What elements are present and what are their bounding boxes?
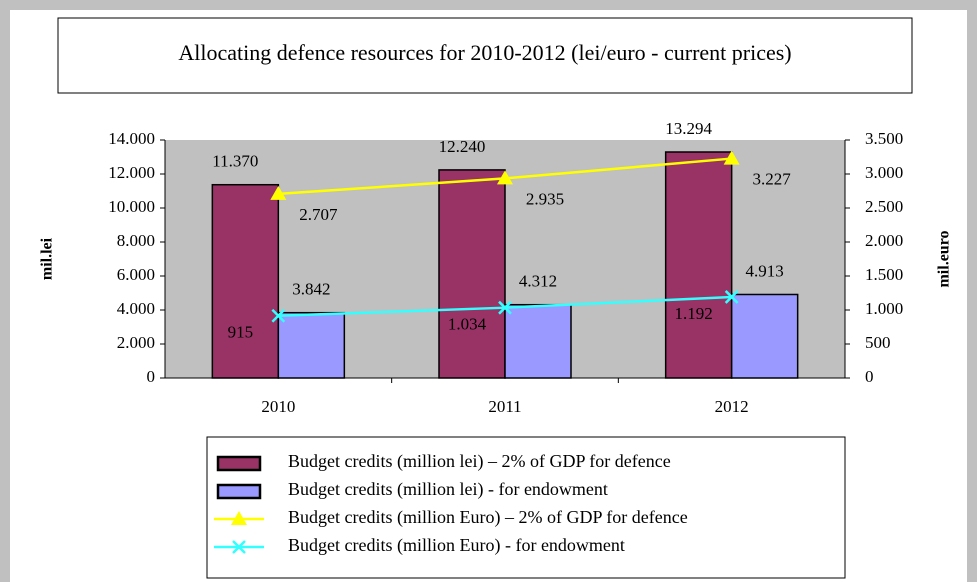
line-marker: [231, 511, 247, 525]
title-box: [57, 17, 913, 94]
line-value-label: 2.935: [526, 189, 564, 208]
bar: [664, 151, 733, 379]
x-tick-label: 2010: [261, 397, 295, 416]
x-tick-label: 2012: [715, 397, 749, 416]
y2-tick-label: 1.000: [865, 299, 903, 318]
y2-tick-label: 2.000: [865, 231, 903, 250]
y-tick-label: 0: [147, 367, 156, 386]
y-tick-label: 10.000: [108, 197, 155, 216]
line-marker: [270, 185, 287, 200]
bar: [211, 183, 280, 379]
bar: [438, 169, 506, 379]
bar-value-label: 4.312: [519, 272, 557, 291]
legend-box: [206, 436, 846, 579]
line-value-label: 1.034: [448, 315, 487, 334]
bar: [730, 293, 799, 379]
line-marker: [723, 150, 740, 165]
bar: [277, 311, 346, 379]
line-value-label: 3.227: [753, 169, 792, 188]
y2-tick-label: 500: [865, 333, 891, 352]
y2-tick-label: 3.000: [865, 163, 903, 182]
line-marker: [724, 290, 739, 304]
legend-label: Budget credits (million lei) - for endow…: [288, 479, 608, 500]
y-tick-label: 4.000: [117, 299, 155, 318]
bar: [504, 303, 572, 379]
legend-label: Budget credits (million Euro) – 2% of GD…: [288, 507, 688, 528]
y-tick-label: 8.000: [117, 231, 155, 250]
y2-tick-label: 2.500: [865, 197, 903, 216]
bar-value-label: 11.370: [212, 152, 258, 171]
legend-label: Budget credits (million Euro) - for endo…: [288, 535, 625, 556]
line-value-label: 915: [228, 323, 254, 342]
bar-value-label: 12.240: [439, 137, 486, 156]
bar-value-label: 3.842: [292, 280, 330, 299]
y-tick-label: 2.000: [117, 333, 155, 352]
legend-swatch: [216, 483, 262, 500]
line-marker: [497, 170, 513, 185]
y2-tick-label: 0: [865, 367, 874, 386]
y2-tick-label: 3.500: [865, 129, 903, 148]
line-value-label: 1.192: [675, 304, 713, 323]
legend-swatch: [216, 455, 262, 472]
bar-value-label: 4.913: [746, 261, 784, 280]
legend-label: Budget credits (million lei) – 2% of GDP…: [288, 451, 671, 472]
y2-axis-title: mil.euro: [936, 230, 953, 287]
y-tick-label: 12.000: [108, 163, 155, 182]
y-axis-title: mil.lei: [39, 237, 56, 280]
line-marker: [498, 300, 512, 315]
line-marker: [232, 540, 246, 554]
y-tick-label: 14.000: [108, 129, 155, 148]
y2-tick-label: 1.500: [865, 265, 903, 284]
line-marker: [271, 308, 286, 323]
y-tick-label: 6.000: [117, 265, 155, 284]
bar-value-label: 13.294: [665, 119, 712, 138]
x-tick-label: 2011: [488, 397, 521, 416]
line-value-label: 2.707: [299, 205, 338, 224]
chart-title: Allocating defence resources for 2010-20…: [178, 40, 791, 65]
